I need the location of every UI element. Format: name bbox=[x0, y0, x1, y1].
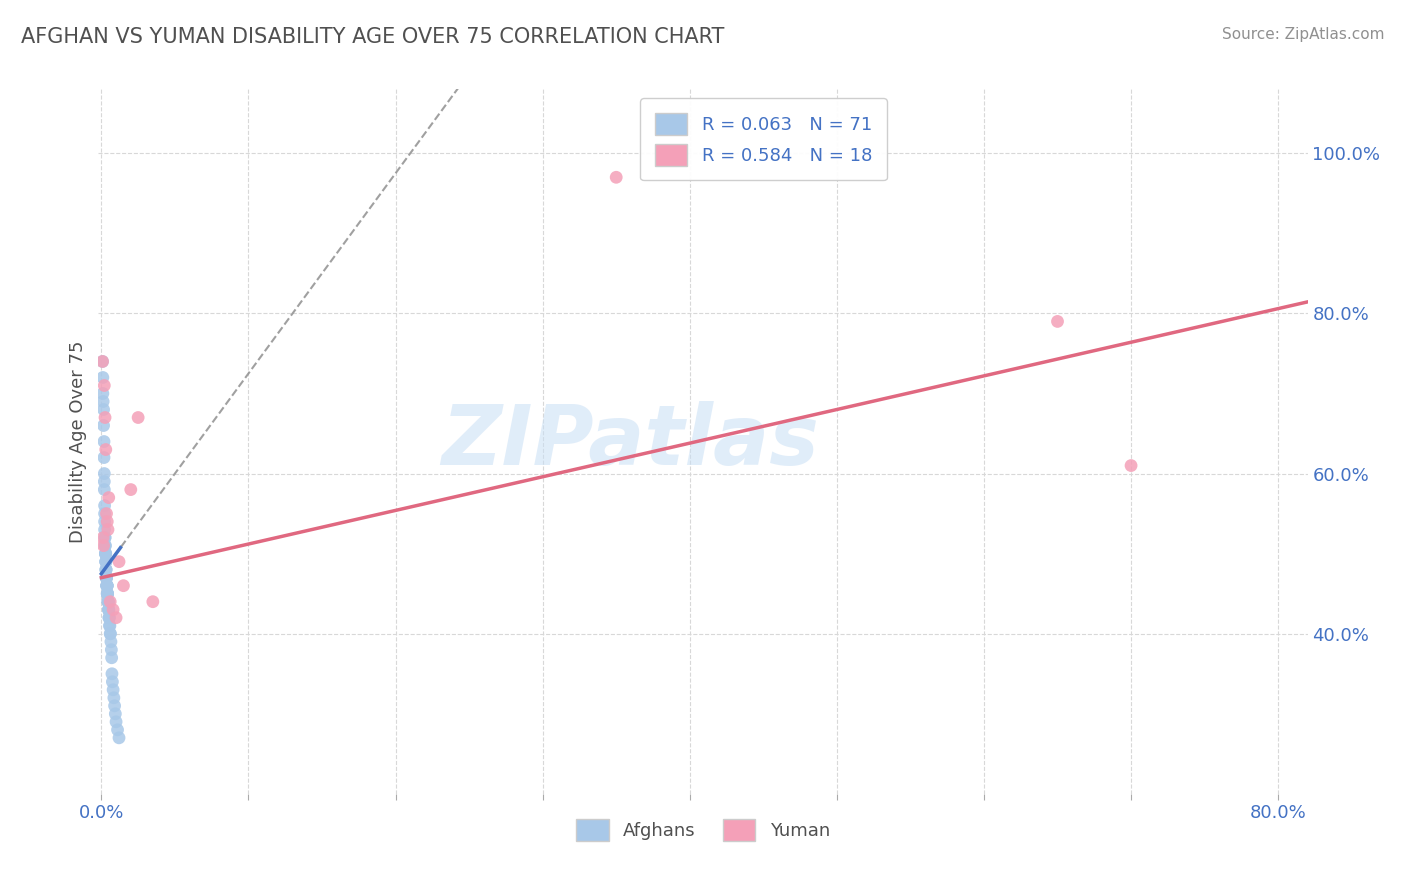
Point bbox=[96, 579, 118, 593]
Point bbox=[97, 603, 120, 617]
Point bbox=[100, 650, 122, 665]
Point bbox=[96, 571, 118, 585]
Point bbox=[94, 442, 117, 457]
Point bbox=[96, 587, 118, 601]
Text: ZIPatlas: ZIPatlas bbox=[441, 401, 820, 482]
Point bbox=[105, 714, 128, 729]
Point bbox=[94, 563, 117, 577]
Point bbox=[94, 555, 117, 569]
Point bbox=[108, 731, 131, 745]
Point bbox=[94, 539, 117, 553]
Point bbox=[98, 611, 121, 625]
Point bbox=[94, 547, 117, 561]
Point bbox=[96, 579, 118, 593]
Point bbox=[105, 611, 128, 625]
Point bbox=[96, 587, 118, 601]
Point bbox=[97, 595, 120, 609]
Point bbox=[91, 386, 114, 401]
Point bbox=[96, 587, 118, 601]
Point bbox=[605, 170, 627, 185]
Point bbox=[103, 690, 125, 705]
Point bbox=[96, 579, 118, 593]
Point bbox=[93, 467, 115, 481]
Point bbox=[96, 507, 118, 521]
Point bbox=[98, 626, 121, 640]
Point bbox=[91, 370, 114, 384]
Point bbox=[1119, 458, 1142, 473]
Point bbox=[96, 579, 118, 593]
Point bbox=[97, 595, 120, 609]
Point bbox=[97, 595, 120, 609]
Point bbox=[98, 611, 121, 625]
Point bbox=[97, 603, 120, 617]
Point bbox=[96, 571, 118, 585]
Point bbox=[98, 611, 121, 625]
Point bbox=[101, 682, 124, 697]
Point bbox=[96, 579, 118, 593]
Point bbox=[101, 603, 124, 617]
Point bbox=[94, 563, 117, 577]
Point bbox=[97, 603, 120, 617]
Point bbox=[107, 723, 129, 737]
Legend: Afghans, Yuman: Afghans, Yuman bbox=[569, 812, 837, 848]
Point bbox=[96, 587, 118, 601]
Point bbox=[101, 674, 124, 689]
Point bbox=[97, 595, 120, 609]
Point bbox=[127, 410, 149, 425]
Point bbox=[94, 547, 117, 561]
Point bbox=[93, 499, 115, 513]
Point bbox=[98, 618, 121, 632]
Point bbox=[108, 555, 131, 569]
Point bbox=[93, 402, 115, 417]
Point bbox=[100, 642, 122, 657]
Point bbox=[100, 626, 122, 640]
Text: Source: ZipAtlas.com: Source: ZipAtlas.com bbox=[1222, 27, 1385, 42]
Point bbox=[93, 523, 115, 537]
Point bbox=[94, 555, 117, 569]
Point bbox=[94, 547, 117, 561]
Point bbox=[93, 450, 115, 465]
Point bbox=[104, 698, 127, 713]
Point bbox=[97, 491, 120, 505]
Point bbox=[91, 354, 114, 368]
Point bbox=[93, 475, 115, 489]
Point bbox=[96, 587, 118, 601]
Point bbox=[94, 539, 117, 553]
Point bbox=[98, 618, 121, 632]
Point bbox=[120, 483, 142, 497]
Point bbox=[91, 394, 114, 409]
Point bbox=[94, 531, 117, 545]
Point bbox=[93, 434, 115, 449]
Point bbox=[93, 515, 115, 529]
Point bbox=[94, 563, 117, 577]
Point bbox=[96, 579, 118, 593]
Point bbox=[97, 603, 120, 617]
Point bbox=[91, 531, 114, 545]
Point bbox=[104, 706, 127, 721]
Point bbox=[98, 595, 121, 609]
Point bbox=[96, 515, 118, 529]
Point bbox=[97, 523, 120, 537]
Point bbox=[94, 547, 117, 561]
Point bbox=[94, 410, 117, 425]
Y-axis label: Disability Age Over 75: Disability Age Over 75 bbox=[69, 340, 87, 543]
Point bbox=[112, 579, 135, 593]
Point bbox=[94, 555, 117, 569]
Point bbox=[93, 418, 115, 433]
Point bbox=[1046, 314, 1069, 328]
Point bbox=[93, 539, 115, 553]
Point bbox=[91, 354, 114, 368]
Point bbox=[96, 571, 118, 585]
Point bbox=[93, 483, 115, 497]
Point bbox=[94, 531, 117, 545]
Point bbox=[93, 507, 115, 521]
Point bbox=[142, 595, 165, 609]
Point bbox=[96, 571, 118, 585]
Point bbox=[100, 634, 122, 648]
Text: AFGHAN VS YUMAN DISABILITY AGE OVER 75 CORRELATION CHART: AFGHAN VS YUMAN DISABILITY AGE OVER 75 C… bbox=[21, 27, 724, 46]
Point bbox=[93, 378, 115, 392]
Point bbox=[101, 666, 124, 681]
Point bbox=[94, 571, 117, 585]
